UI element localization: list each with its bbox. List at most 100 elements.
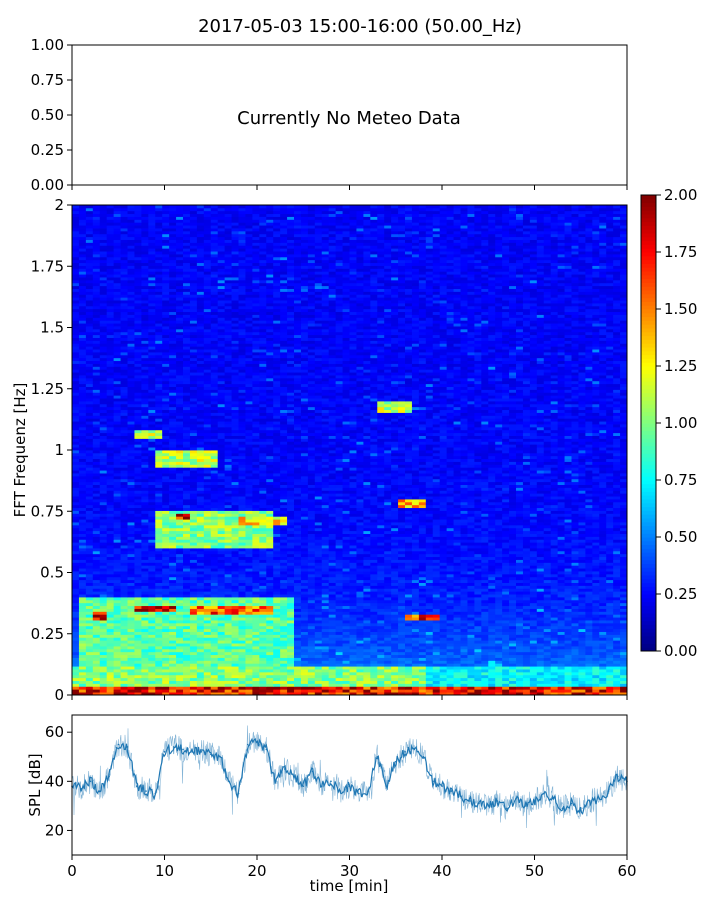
heatmap-cell <box>606 614 613 617</box>
heatmap-cell <box>572 597 579 600</box>
heatmap-cell <box>252 609 259 612</box>
heatmap-cell <box>592 681 599 684</box>
heatmap-cell <box>433 629 440 632</box>
heatmap-cell <box>461 669 468 672</box>
heatmap-cell <box>266 583 273 586</box>
heatmap-cell <box>155 646 162 649</box>
heatmap-cell <box>232 658 239 661</box>
heatmap-cell <box>419 571 426 574</box>
heatmap-cell <box>454 534 461 537</box>
heatmap-cell <box>516 606 523 609</box>
heatmap-cell <box>363 536 370 539</box>
heatmap-cell <box>100 663 107 666</box>
heatmap-cell <box>93 528 100 531</box>
heatmap-cell <box>412 583 419 586</box>
heatmap-cell <box>454 528 461 531</box>
heatmap-cell <box>502 611 509 614</box>
heatmap-cell <box>481 669 488 672</box>
heatmap-cell <box>287 525 294 528</box>
heatmap-cell <box>461 565 468 568</box>
heatmap-cell <box>294 545 301 548</box>
heatmap-cell <box>363 554 370 557</box>
heatmap-cell <box>245 672 252 675</box>
heatmap-cell <box>259 655 266 658</box>
heatmap-cell <box>308 554 315 557</box>
heatmap-cell <box>245 629 252 632</box>
heatmap-cell <box>606 637 613 640</box>
heatmap-cell <box>252 565 259 568</box>
heatmap-cell <box>141 574 148 577</box>
heatmap-cell <box>308 617 315 620</box>
heatmap-cell <box>578 681 585 684</box>
heatmap-cell <box>613 640 620 643</box>
heatmap-cell <box>578 637 585 640</box>
heatmap-cell <box>440 539 447 542</box>
heatmap-cell <box>79 525 86 528</box>
heatmap-cell <box>488 591 495 594</box>
heatmap-cell <box>308 594 315 597</box>
heatmap-cell <box>509 583 516 586</box>
heatmap-cell <box>211 689 218 692</box>
heatmap-cell <box>141 513 148 516</box>
heatmap-cell <box>266 522 273 525</box>
heatmap-cell <box>280 649 287 652</box>
heatmap-cell <box>232 666 239 669</box>
heatmap-cell <box>391 545 398 548</box>
heatmap-cell <box>523 525 530 528</box>
heatmap-cell <box>592 565 599 568</box>
heatmap-cell <box>537 634 544 637</box>
heatmap-cell <box>79 632 86 635</box>
heatmap-cell <box>558 614 565 617</box>
heatmap-cell <box>620 672 627 675</box>
heatmap-cell <box>204 539 211 542</box>
heatmap-cell <box>176 634 183 637</box>
heatmap-cell <box>440 551 447 554</box>
heatmap-cell <box>225 678 232 681</box>
heatmap-cell <box>169 548 176 551</box>
heatmap-cell <box>592 617 599 620</box>
heatmap-cell <box>308 643 315 646</box>
heatmap-cell <box>121 609 128 612</box>
heatmap-cell <box>530 539 537 542</box>
heatmap-cell <box>530 632 537 635</box>
heatmap-cell <box>419 519 426 522</box>
heatmap-cell <box>481 560 488 563</box>
heatmap-cell <box>343 672 350 675</box>
heatmap-cell <box>502 588 509 591</box>
heatmap-cell <box>329 632 336 635</box>
heatmap-cell <box>488 554 495 557</box>
heatmap-cell <box>391 539 398 542</box>
heatmap-cell <box>516 557 523 560</box>
heatmap-cell <box>204 640 211 643</box>
heatmap-cell <box>211 531 218 534</box>
heatmap-cell <box>419 669 426 672</box>
heatmap-cell <box>433 611 440 614</box>
heatmap-cell <box>419 568 426 571</box>
heatmap-cell <box>183 663 190 666</box>
heatmap-cell <box>336 626 343 629</box>
heatmap-cell <box>461 542 468 545</box>
heatmap-cell <box>204 568 211 571</box>
heatmap-cell <box>370 623 377 626</box>
heatmap-cell <box>308 568 315 571</box>
heatmap-cell <box>377 557 384 560</box>
heatmap-cell <box>426 585 433 588</box>
heatmap-cell <box>72 614 79 617</box>
heatmap-cell <box>301 652 308 655</box>
heatmap-cell <box>308 678 315 681</box>
heatmap-cell <box>544 545 551 548</box>
heatmap-cell <box>440 634 447 637</box>
heatmap-cell <box>509 629 516 632</box>
heatmap-cell <box>578 591 585 594</box>
heatmap-cell <box>370 643 377 646</box>
heatmap-cell <box>544 536 551 539</box>
heatmap-cell <box>356 620 363 623</box>
heatmap-cell <box>398 577 405 580</box>
heatmap-cell <box>211 686 218 689</box>
heatmap-cell <box>523 606 530 609</box>
heatmap-cell <box>266 548 273 551</box>
heatmap-cell <box>245 554 252 557</box>
heatmap-cell <box>620 640 627 643</box>
heatmap-cell <box>148 585 155 588</box>
heatmap-cell <box>287 632 294 635</box>
